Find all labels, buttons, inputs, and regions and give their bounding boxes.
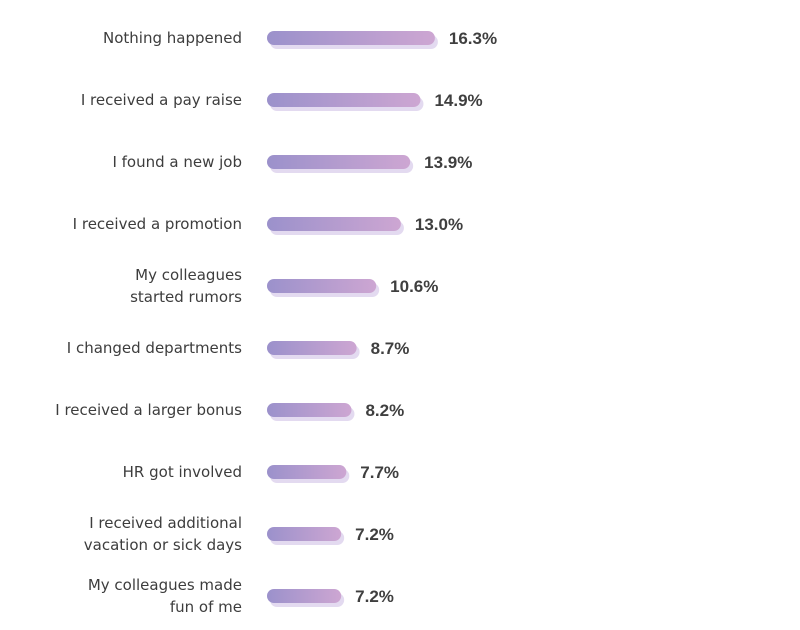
category-label: HR got involved <box>123 463 242 481</box>
bar <box>267 403 352 417</box>
value-label: 16.3% <box>449 29 497 48</box>
bar <box>267 217 401 231</box>
value-label: 8.2% <box>365 401 404 420</box>
bar <box>267 527 342 541</box>
bar <box>267 31 435 45</box>
bar <box>267 279 377 293</box>
category-label: I received additional vacation or sick da… <box>84 514 242 554</box>
category-label: I found a new job <box>112 153 242 171</box>
category-label: I changed departments <box>67 339 242 357</box>
value-label: 7.2% <box>355 525 394 544</box>
category-label: I received a pay raise <box>81 91 242 109</box>
bar <box>267 155 411 169</box>
category-label: My colleagues started rumors <box>130 266 242 306</box>
bar <box>267 589 342 603</box>
bar <box>267 465 347 479</box>
bar <box>267 93 421 107</box>
value-label: 13.9% <box>424 153 472 172</box>
value-label: 10.6% <box>390 277 438 296</box>
category-label: I received a larger bonus <box>55 401 242 419</box>
category-label: Nothing happened <box>103 29 242 47</box>
value-label: 7.2% <box>355 587 394 606</box>
bar <box>267 341 357 355</box>
value-label: 8.7% <box>371 339 410 358</box>
value-label: 13.0% <box>415 215 463 234</box>
category-label: My colleagues made fun of me <box>88 576 242 616</box>
category-label: I received a promotion <box>73 215 242 233</box>
value-label: 14.9% <box>434 91 482 110</box>
bar-rows: 16.3% Nothing happened 14.9% I received a p… <box>55 29 497 616</box>
value-label: 7.7% <box>360 463 399 482</box>
